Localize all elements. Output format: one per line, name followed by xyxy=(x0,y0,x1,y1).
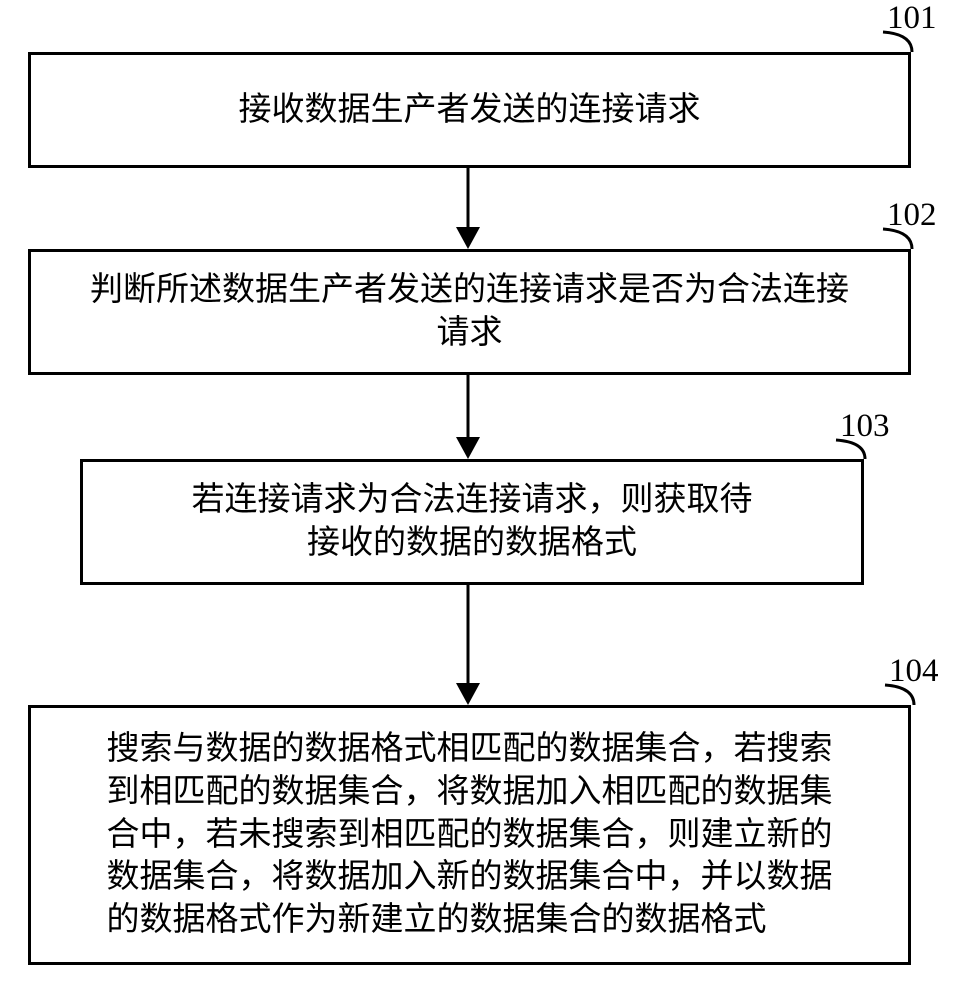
flow-node-101-text: 接收数据生产者发送的连接请求 xyxy=(239,89,701,132)
callout-label-103: 103 xyxy=(840,408,890,445)
arrow-head-1 xyxy=(456,227,480,249)
callout-label-104: 104 xyxy=(889,653,939,690)
flow-node-101: 接收数据生产者发送的连接请求 xyxy=(28,52,911,168)
flow-node-104: 搜索与数据的数据格式相匹配的数据集合，若搜索 到相匹配的数据集合，将数据加入相匹… xyxy=(28,705,911,965)
arrow-head-2 xyxy=(456,437,480,459)
arrow-head-3 xyxy=(456,683,480,705)
callout-label-101: 101 xyxy=(887,0,937,37)
flow-node-102-text: 判断所述数据生产者发送的连接请求是否为合法连接 请求 xyxy=(90,269,849,355)
flow-node-103: 若连接请求为合法连接请求，则获取待 接收的数据的数据格式 xyxy=(80,459,864,585)
flow-node-103-text: 若连接请求为合法连接请求，则获取待 接收的数据的数据格式 xyxy=(192,479,753,565)
flow-node-104-text: 搜索与数据的数据格式相匹配的数据集合，若搜索 到相匹配的数据集合，将数据加入相匹… xyxy=(87,728,853,942)
callout-label-102: 102 xyxy=(887,197,937,234)
flowchart-canvas: 接收数据生产者发送的连接请求 101 判断所述数据生产者发送的连接请求是否为合法… xyxy=(0,0,971,1000)
flow-node-102: 判断所述数据生产者发送的连接请求是否为合法连接 请求 xyxy=(28,249,911,375)
